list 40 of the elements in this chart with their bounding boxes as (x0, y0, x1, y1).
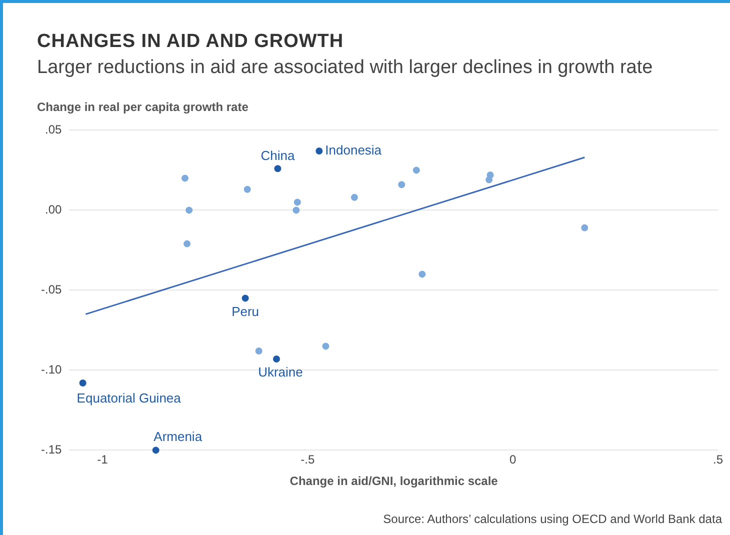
point (181, 174, 188, 182)
x-tick-label: -.5 (300, 452, 315, 467)
chart-subtitle: Larger reductions in aid are associated with larger declines in growth rate (37, 57, 653, 79)
y-tick-label: .00 (44, 202, 62, 217)
y-tick-label: -.10 (40, 362, 62, 377)
annotation: China (260, 148, 296, 164)
source-note: Source: Authors’ calculations using OECD and World Bank data (383, 512, 722, 526)
point (292, 206, 300, 214)
x-tick-label: .5 (712, 452, 724, 467)
x-axis-title: Change in aid/GNI, logarithmic scale (290, 474, 498, 488)
point (79, 380, 86, 386)
annotation: Equatorial Guinea (76, 390, 182, 406)
y-tick-label: .05 (44, 122, 62, 137)
point (152, 446, 160, 454)
point (294, 198, 301, 206)
point (350, 194, 358, 201)
y-tick-label: -.05 (40, 282, 62, 297)
y-axis-title: Change in real per capita growth rate (37, 100, 248, 114)
point (322, 342, 330, 350)
point (412, 166, 420, 174)
point (316, 148, 323, 154)
annotation: Indonesia (325, 142, 382, 158)
point (398, 181, 406, 188)
y-tick-label: -.15 (40, 442, 62, 457)
point (272, 356, 280, 362)
point (184, 240, 191, 248)
point (242, 294, 249, 302)
annotation: Armenia (154, 428, 203, 444)
annotation: Peru (232, 304, 260, 319)
point (255, 348, 262, 354)
annotation: Ukraine (258, 364, 303, 380)
point (244, 186, 251, 193)
x-tick-label: -1 (97, 452, 108, 467)
chart-title: CHANGES IN AID AND GROWTH (37, 31, 344, 53)
point (274, 165, 282, 172)
point (581, 224, 588, 232)
point (418, 270, 426, 278)
point (486, 176, 493, 184)
point (186, 206, 193, 214)
x-tick-label: 0 (509, 452, 516, 467)
